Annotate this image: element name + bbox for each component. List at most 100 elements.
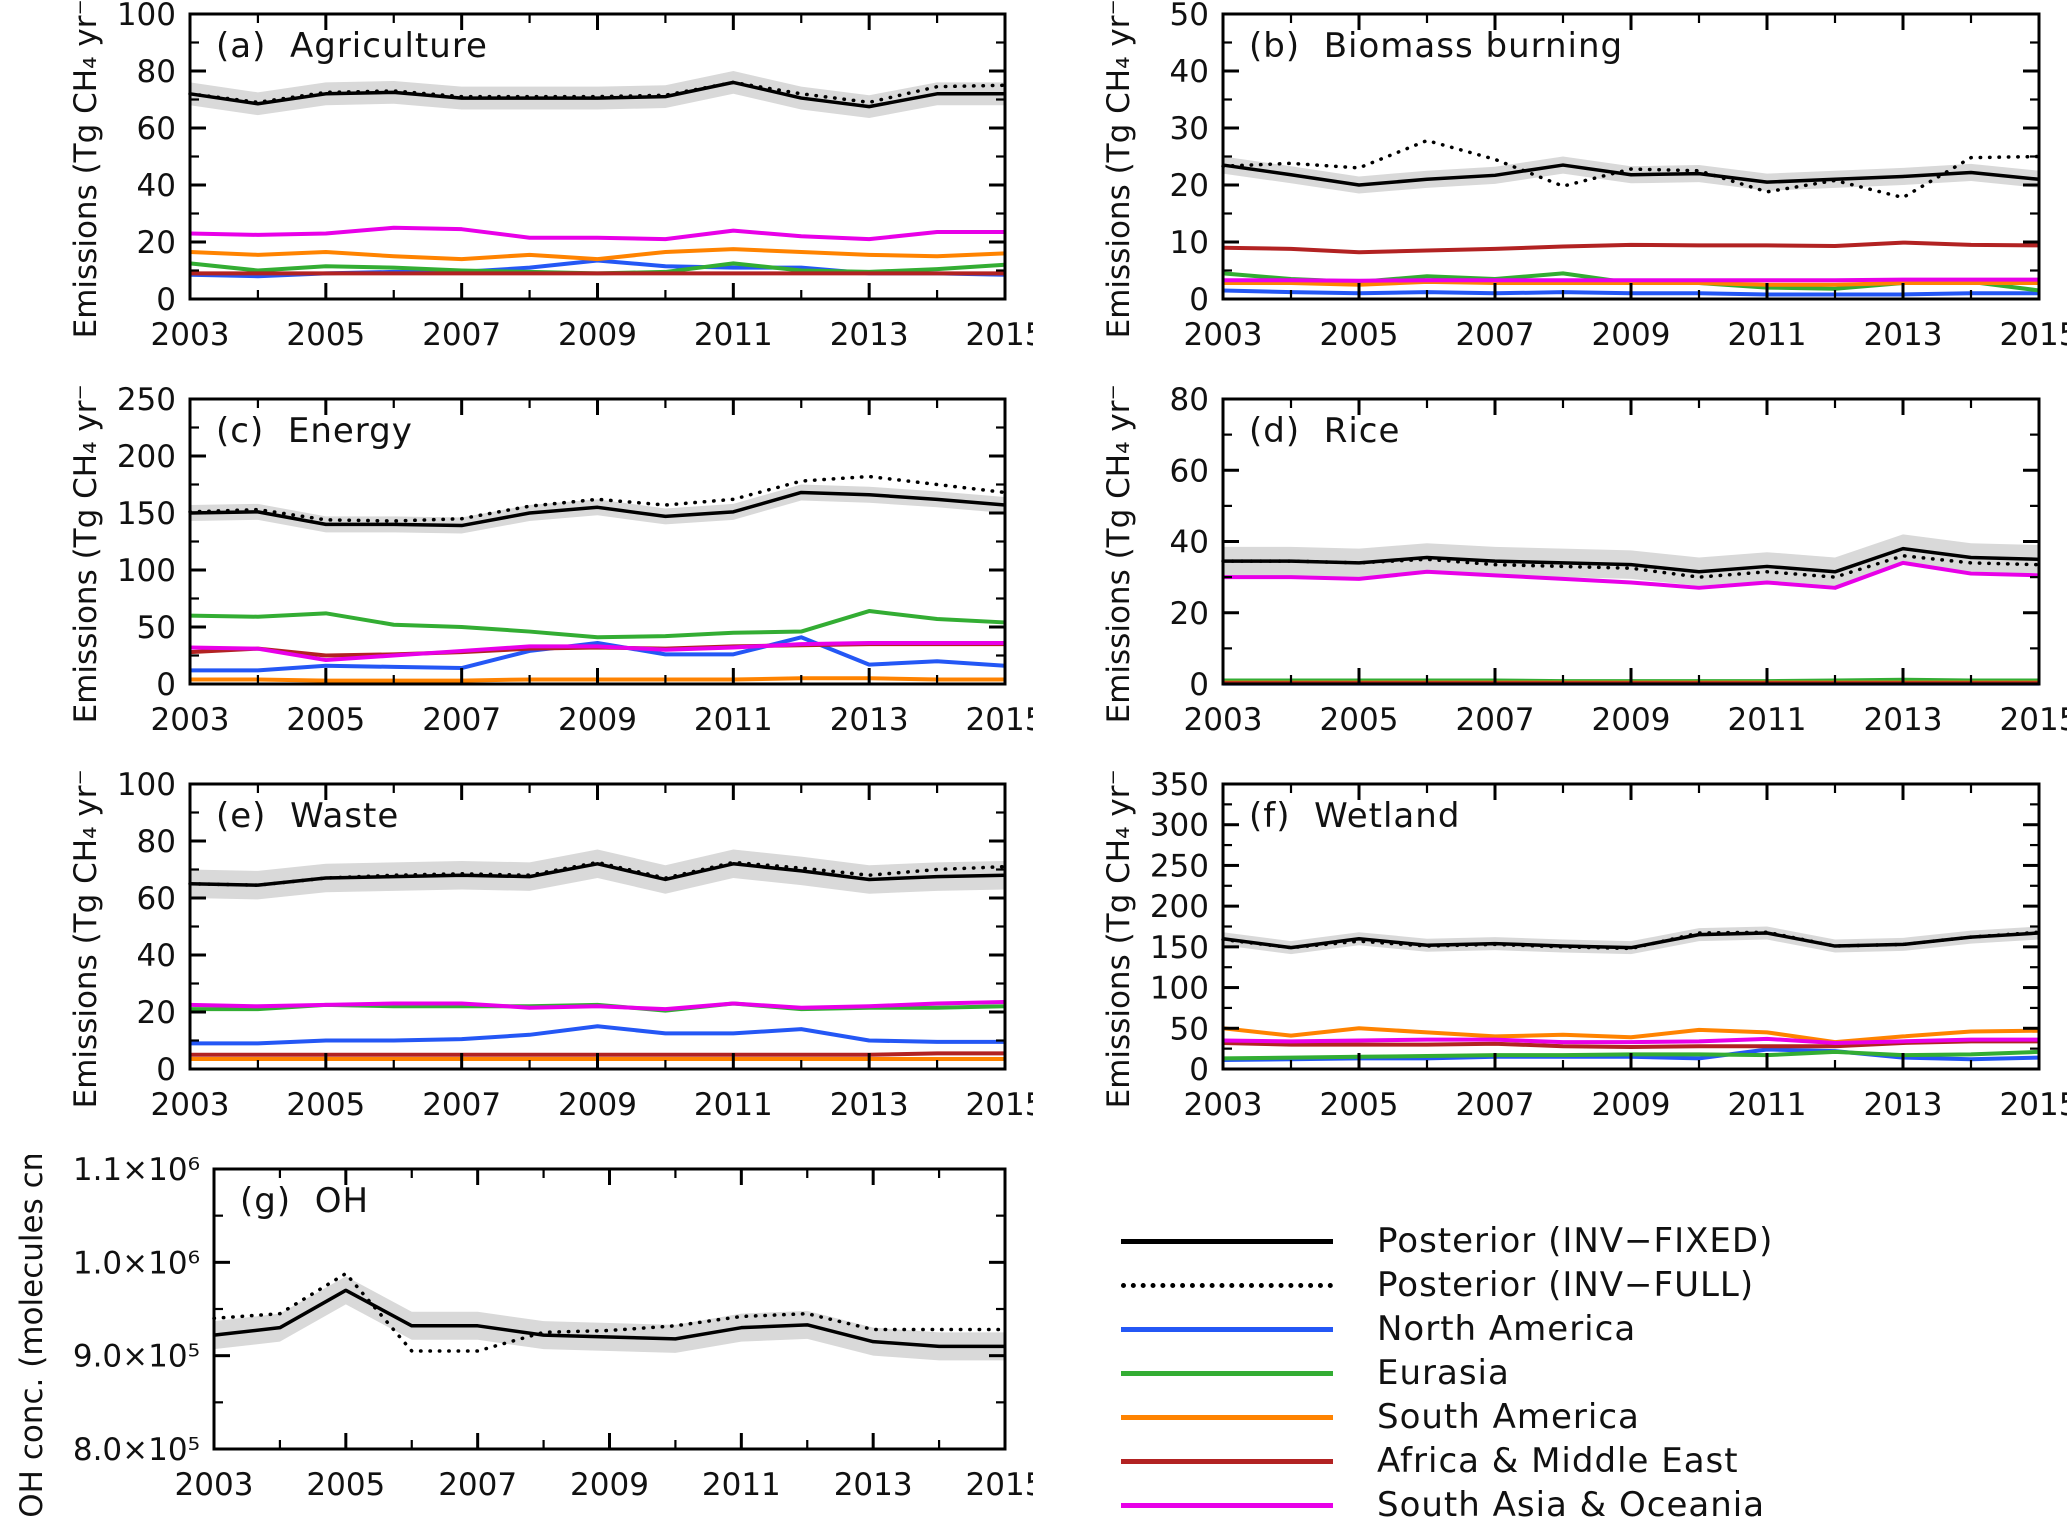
y-axis-label: Emissions (Tg CH₄ yr⁻¹) [68,0,104,338]
x-tick-label: 2015 [966,317,1033,353]
y-tick-label: 350 [1150,770,1209,803]
blue-line-sample [1121,1326,1333,1332]
series-eurasia [189,609,1006,640]
series-inv_fixed [189,862,1006,887]
y-tick-label: 50 [1170,0,1209,33]
y-tick-label: 50 [137,610,176,646]
x-tick-label: 2003 [1184,1087,1263,1123]
uncertainty-band [214,1276,1005,1361]
panel-biomass-burning: 2003 2005 2007 2009 2011 2013 2015 0 10 20 30 40 50 E… [1033,0,2067,385]
y-tick-label: 0 [156,1052,176,1088]
series-inv_fixed [1222,931,2040,950]
series-north_america [190,1024,1005,1046]
series-south_asia_oceania [1223,277,2039,283]
energy-chart: 2003 2005 2007 2009 2011 2013 2015 0 50 100 150 200… [68,385,1033,738]
y-tick-label: 1.0×10⁶ [73,1245,200,1281]
series-inv_fixed [1222,163,2040,187]
panel-title-rice: (d) Rice [1249,411,1401,451]
x-tick-label: 2011 [694,702,773,738]
x-tick-label: 2011 [1728,702,1807,738]
x-tick-label: 2009 [558,1087,637,1123]
panel-agriculture: 2003 2005 2007 2009 2011 2013 2015 0 20 40 60 80 100… [0,0,1033,385]
y-tick-label: 250 [1150,848,1209,884]
x-tick-label: 2013 [834,1467,913,1503]
y-tick-label: 40 [137,168,176,204]
panel-rice: 2003 2005 2007 2009 2011 2013 2015 0 20 40 60 80 Emi… [1033,385,2067,770]
legend-item-africa-middle-east: Africa & Middle East [1121,1439,2067,1483]
x-tick-label: 2003 [1184,317,1263,353]
series-inv_full [188,474,1007,523]
x-tick-label: 2009 [1592,1087,1671,1123]
x-tick-label: 2015 [2000,317,2067,353]
x-tick-label: 2015 [966,1087,1033,1123]
x-tick-label: 2011 [702,1467,781,1503]
series-inv_fixed [1223,546,2040,574]
y-tick-label: 150 [117,496,176,532]
x-tick-label: 2013 [1864,317,1943,353]
x-tick-label: 2013 [830,702,909,738]
legend-label: Posterior (INV−FIXED) [1377,1221,1774,1261]
y-tick-label: 20 [1170,168,1209,204]
y-tick-label: 40 [137,938,176,974]
series-inv_full [1221,553,2041,579]
magenta-line-sample [1121,1502,1333,1508]
y-tick-label: 0 [1189,667,1209,703]
series-south_america [1222,1026,2040,1045]
x-tick-label: 2007 [438,1467,517,1503]
panel-waste: 2003 2005 2007 2009 2011 2013 2015 0 20 40 60 80 100… [0,770,1033,1155]
series-inv_full [188,860,1007,887]
series-inv_fixed [189,80,1005,109]
legend-label: Eurasia [1377,1353,1510,1393]
x-tick-label: 2015 [2000,702,2067,738]
y-tick-label: 0 [156,282,176,318]
y-tick-label: 0 [156,667,176,703]
panel-wetland: 2003 2005 2007 2009 2011 2013 2015 0 50 100 150 200… [1033,770,2067,1155]
panel-title-agriculture: (a) Agriculture [216,26,488,66]
x-tick-label: 2007 [422,317,501,353]
y-tick-label: 1.1×10⁶ [73,1155,200,1188]
series-inv_fixed [189,490,1006,528]
legend-item-south-asia-oceania: South Asia & Oceania [1121,1483,2067,1527]
x-tick-label: 2007 [422,1087,501,1123]
y-tick-label: 40 [1170,525,1209,561]
x-tick-label: 2007 [422,702,501,738]
y-tick-label: 10 [1170,225,1209,261]
legend-label: Posterior (INV−FULL) [1377,1265,1755,1305]
y-axis-label: Emissions (Tg CH₄ yr⁻¹) [1101,770,1137,1108]
green-line-sample [1121,1370,1333,1376]
legend-label: North America [1377,1309,1637,1349]
uncertainty-band [190,849,1005,900]
series-africa_middle_east [1222,240,2040,255]
y-tick-label: 20 [137,225,176,261]
y-tick-label: 80 [137,824,176,860]
legend-label: South Asia & Oceania [1377,1485,1766,1525]
y-tick-label: 40 [1170,54,1209,90]
dotted-line-sample [1121,1282,1333,1288]
y-axis-label: OH conc. (molecules cm⁻³) [14,1155,50,1518]
biomass-burning-chart: 2003 2005 2007 2009 2011 2013 2015 0 10 20 30 40 50 E… [1101,0,2067,353]
panel-title-wetland: (f) Wetland [1249,796,1461,836]
x-tick-label: 2011 [694,317,773,353]
y-tick-label: 100 [117,553,176,589]
panel-energy: 2003 2005 2007 2009 2011 2013 2015 0 50 100 150 200… [0,385,1033,770]
x-tick-label: 2009 [558,702,637,738]
series-south_asia_oceania [189,225,1005,242]
x-tick-label: 2015 [966,702,1033,738]
y-tick-label: 0 [1189,282,1209,318]
legend-item-south-america: South America [1121,1395,2067,1439]
y-tick-label: 200 [1150,889,1209,925]
legend-item-posterior-full: Posterior (INV−FULL) [1121,1263,2067,1307]
dark-red-line-sample [1121,1458,1333,1464]
series-south_america [189,247,1006,262]
legend-label: Africa & Middle East [1377,1441,1739,1481]
solid-line-sample [1121,1238,1333,1244]
panel-title-waste: (e) Waste [216,796,400,836]
series-south_asia_oceania [189,1000,1006,1012]
panel-title-energy: (c) Energy [216,411,413,451]
legend-item-posterior-fixed: Posterior (INV−FIXED) [1121,1219,2067,1263]
x-tick-label: 2005 [1320,1087,1399,1123]
x-tick-label: 2015 [2000,1087,2067,1123]
oh-chart: 2003 2005 2007 2009 2011 2013 2015 8.0×10⁵ 9.0×1… [14,1155,1033,1518]
series-south_asia_oceania [1222,1036,2039,1045]
